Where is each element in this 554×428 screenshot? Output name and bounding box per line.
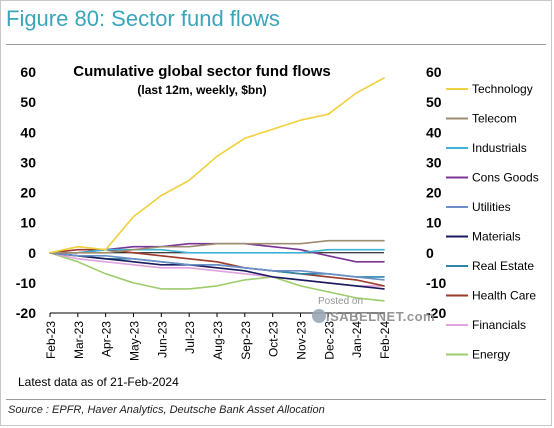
watermark-logo-icon: [312, 309, 326, 323]
x-tick-label: Apr-23: [100, 321, 114, 357]
y-tick-label-right: 60: [426, 64, 442, 80]
source-divider: [6, 399, 546, 400]
y-tick-label-left: 60: [20, 64, 36, 80]
series-line-energy: [49, 252, 385, 302]
title-divider: [6, 44, 546, 45]
series-line-materials: [49, 252, 385, 290]
y-tick-label-left: 0: [28, 245, 36, 261]
chart-axes: -20 -20 -10 -10 0 0 10 10 20 20 30 30 40 40 50 50 60 60 Fe…: [16, 64, 447, 361]
x-tick-label: Dec-23: [322, 321, 336, 360]
legend-label-industrials: Industrials: [472, 141, 527, 155]
series-line-technology: [49, 77, 385, 254]
chart-subtitle: (last 12m, weekly, $bn): [137, 83, 266, 97]
x-tick-label: Aug-23: [211, 321, 225, 360]
figure-title: Figure 80: Sector fund flows: [6, 6, 280, 31]
y-tick-label-left: 30: [20, 154, 36, 170]
y-tick-label-left: 40: [20, 124, 36, 140]
legend-label-financials: Financials: [472, 318, 526, 332]
y-tick-label-right: -20: [426, 305, 446, 321]
legend-label-real-estate: Real Estate: [472, 259, 534, 273]
x-tick-label: Mar-23: [72, 321, 86, 359]
legend-label-technology: Technology: [472, 82, 533, 96]
y-tick-label-right: 30: [426, 154, 442, 170]
y-tick-label-right: 10: [426, 215, 442, 231]
y-tick-label-right: 20: [426, 185, 442, 201]
legend-label-health-care: Health Care: [472, 289, 536, 303]
y-tick-label-right: 0: [426, 245, 434, 261]
y-tick-label-left: -10: [16, 275, 36, 291]
y-tick-label-right: 50: [426, 94, 442, 110]
y-tick-label-left: 50: [20, 94, 36, 110]
legend-label-telecom: Telecom: [472, 112, 517, 126]
y-tick-label-left: 20: [20, 185, 36, 201]
watermark-site: ISABELNET.com: [326, 309, 436, 324]
chart-legend: Technology Telecom Industrials Cons Goods Ut…: [446, 82, 539, 362]
legend-label-cons-goods: Cons Goods: [472, 171, 539, 185]
legend-label-energy: Energy: [472, 348, 510, 362]
y-tick-label-right: -10: [426, 275, 446, 291]
x-tick-label: Jul-23: [183, 321, 197, 354]
watermark-posted: Posted on: [318, 296, 364, 307]
x-tick-label: Jan-24: [350, 321, 364, 358]
x-tick-label: Jun-23: [155, 321, 169, 358]
chart-title: Cumulative global sector fund flows: [73, 63, 331, 80]
data-date-note: Latest data as of 21-Feb-2024: [18, 375, 179, 389]
legend-label-materials: Materials: [472, 230, 521, 244]
y-tick-label-right: 40: [426, 124, 442, 140]
source-note: Source : EPFR, Haver Analytics, Deutsche…: [8, 404, 325, 416]
x-tick-label: May-23: [128, 321, 142, 361]
series-line-telecom: [49, 239, 385, 254]
chart-series-lines: [49, 77, 385, 302]
y-tick-label-left: -20: [16, 305, 36, 321]
watermark: Posted on ISABELNET.com: [312, 296, 435, 330]
x-tick-label: Nov-23: [295, 321, 309, 360]
legend-label-utilities: Utilities: [472, 200, 511, 214]
x-tick-label: Oct-23: [267, 321, 281, 357]
y-tick-label-left: 10: [20, 215, 36, 231]
series-line-utilities: [49, 252, 385, 281]
x-tick-label: Feb-23: [44, 321, 58, 359]
x-tick-label: Sep-23: [239, 321, 253, 360]
x-tick-label: Feb-24: [378, 321, 392, 359]
